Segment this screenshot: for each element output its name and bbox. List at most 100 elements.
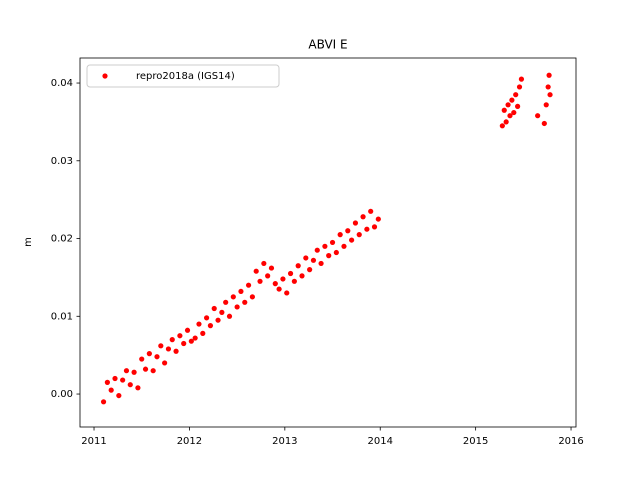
point	[268, 265, 275, 271]
y-tick-label: 0.01	[51, 311, 73, 322]
point	[287, 270, 294, 277]
point	[142, 366, 149, 372]
point	[219, 309, 225, 315]
chart-title: ABVI E	[308, 38, 347, 52]
point	[337, 232, 343, 238]
point	[257, 278, 263, 284]
point	[120, 377, 126, 383]
point	[503, 119, 509, 125]
point	[364, 226, 370, 232]
point	[545, 84, 551, 90]
point	[501, 107, 507, 113]
point	[139, 356, 145, 362]
point	[541, 120, 547, 127]
point	[333, 249, 339, 256]
point	[322, 243, 328, 249]
point	[211, 305, 217, 312]
x-tick-label: 2012	[177, 436, 202, 447]
point	[162, 360, 168, 366]
y-tick-label: 0.02	[51, 234, 73, 245]
point	[123, 368, 130, 374]
point	[356, 232, 362, 238]
legend-label: repro2018a (IGS14)	[136, 71, 235, 82]
point	[108, 387, 114, 393]
point	[150, 368, 156, 374]
point	[135, 385, 141, 391]
point	[234, 304, 240, 310]
point	[341, 243, 347, 249]
point	[230, 294, 236, 300]
point	[499, 123, 505, 129]
point	[546, 72, 552, 78]
point	[375, 216, 381, 222]
point	[169, 337, 175, 343]
point	[116, 392, 122, 399]
point	[226, 313, 233, 319]
point	[360, 214, 366, 220]
x-tick-label: 2015	[463, 436, 488, 447]
axes-frame	[79, 57, 577, 428]
point	[326, 253, 332, 259]
point	[196, 321, 202, 327]
point	[265, 273, 271, 279]
point	[511, 109, 517, 116]
y-tick-label: 0.03	[51, 156, 73, 167]
point	[253, 268, 259, 274]
point	[131, 369, 137, 375]
point	[349, 237, 355, 243]
x-tick-label: 2014	[368, 436, 393, 447]
point	[284, 290, 290, 296]
point	[181, 340, 187, 347]
point	[177, 333, 183, 339]
point	[543, 102, 549, 108]
point	[223, 299, 229, 305]
point	[509, 97, 515, 103]
point	[518, 76, 525, 82]
point	[276, 286, 282, 292]
point	[146, 351, 152, 357]
point	[547, 92, 553, 98]
point	[173, 348, 179, 354]
x-tick-label: 2013	[272, 436, 297, 447]
point	[314, 247, 320, 253]
point	[192, 335, 198, 341]
legend: repro2018a (IGS14)	[86, 64, 280, 88]
point	[291, 278, 297, 284]
legend-frame	[86, 64, 280, 88]
point	[200, 330, 206, 336]
point	[516, 84, 523, 90]
point	[249, 294, 255, 300]
point	[310, 257, 317, 263]
point	[188, 338, 194, 344]
point	[272, 281, 278, 287]
point	[371, 224, 378, 230]
x-tick-label: 2016	[558, 436, 583, 447]
y-tick-label: 0.00	[51, 389, 73, 400]
point	[505, 102, 511, 108]
point	[261, 260, 267, 267]
point	[104, 379, 110, 385]
point	[329, 239, 336, 246]
point	[154, 354, 160, 360]
point	[303, 255, 309, 261]
point	[535, 113, 541, 119]
point	[165, 346, 172, 352]
y-tick-label: 0.04	[51, 78, 73, 89]
point	[158, 343, 164, 349]
y-axis-label: m	[23, 237, 34, 247]
point	[507, 113, 513, 119]
point	[318, 260, 324, 267]
point	[295, 263, 301, 269]
point	[345, 228, 351, 234]
point	[215, 317, 221, 323]
point	[307, 267, 313, 273]
point	[112, 375, 118, 382]
point	[280, 276, 286, 282]
point	[368, 208, 374, 214]
legend-marker	[102, 73, 108, 79]
point	[207, 323, 214, 329]
point	[184, 327, 191, 333]
point	[513, 92, 519, 98]
point	[100, 399, 107, 405]
